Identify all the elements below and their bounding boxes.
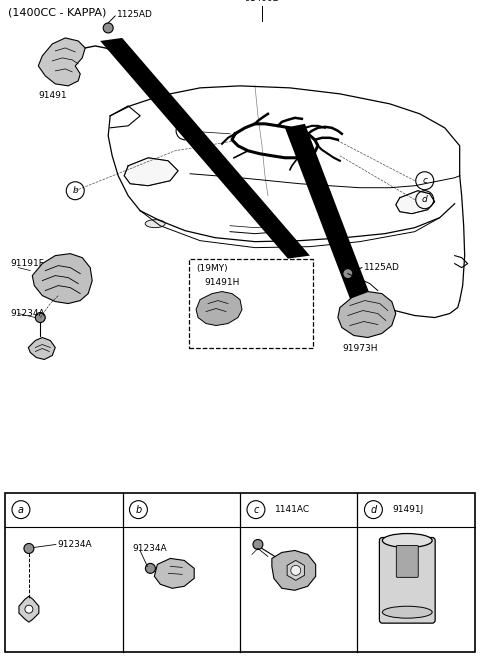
Polygon shape: [396, 191, 435, 214]
Text: a: a: [182, 127, 188, 135]
Polygon shape: [272, 550, 316, 590]
Circle shape: [291, 565, 301, 575]
Circle shape: [103, 23, 113, 33]
Circle shape: [36, 312, 45, 323]
Polygon shape: [285, 124, 380, 325]
Circle shape: [343, 268, 353, 279]
Polygon shape: [100, 38, 310, 258]
Circle shape: [145, 564, 156, 573]
Text: c: c: [253, 504, 259, 514]
Text: 91491: 91491: [38, 91, 67, 100]
Text: 91234A: 91234A: [58, 540, 93, 549]
Text: (19MY): (19MY): [196, 264, 228, 273]
Text: 91400D: 91400D: [244, 0, 280, 3]
Text: 1125AD: 1125AD: [364, 263, 400, 272]
FancyBboxPatch shape: [396, 546, 418, 577]
Text: (1400CC - KAPPA): (1400CC - KAPPA): [8, 8, 107, 18]
FancyBboxPatch shape: [189, 258, 313, 348]
Polygon shape: [196, 291, 242, 325]
Text: 91491J: 91491J: [392, 505, 423, 514]
Polygon shape: [287, 560, 304, 581]
Text: a: a: [18, 504, 24, 514]
Polygon shape: [124, 158, 178, 186]
Polygon shape: [38, 38, 85, 86]
Circle shape: [24, 543, 34, 554]
Ellipse shape: [383, 533, 432, 548]
Text: c: c: [422, 176, 427, 185]
Text: 1125AD: 1125AD: [117, 10, 153, 20]
Text: d: d: [422, 195, 428, 204]
Polygon shape: [32, 254, 92, 304]
Polygon shape: [19, 596, 39, 622]
Text: 91234A: 91234A: [132, 544, 167, 553]
Text: 91234A: 91234A: [11, 309, 45, 318]
Text: 91973H: 91973H: [342, 344, 378, 352]
Text: b: b: [135, 504, 142, 514]
Text: 91491H: 91491H: [204, 277, 240, 287]
FancyBboxPatch shape: [379, 537, 435, 623]
Text: 1141AC: 1141AC: [275, 505, 310, 514]
Text: b: b: [72, 186, 78, 195]
Polygon shape: [338, 291, 396, 337]
Text: d: d: [370, 504, 376, 514]
Text: 91191F: 91191F: [11, 259, 44, 268]
Polygon shape: [28, 337, 55, 359]
Circle shape: [25, 605, 33, 613]
Ellipse shape: [145, 220, 165, 228]
Polygon shape: [155, 558, 194, 588]
Ellipse shape: [383, 606, 432, 618]
Circle shape: [253, 539, 263, 550]
